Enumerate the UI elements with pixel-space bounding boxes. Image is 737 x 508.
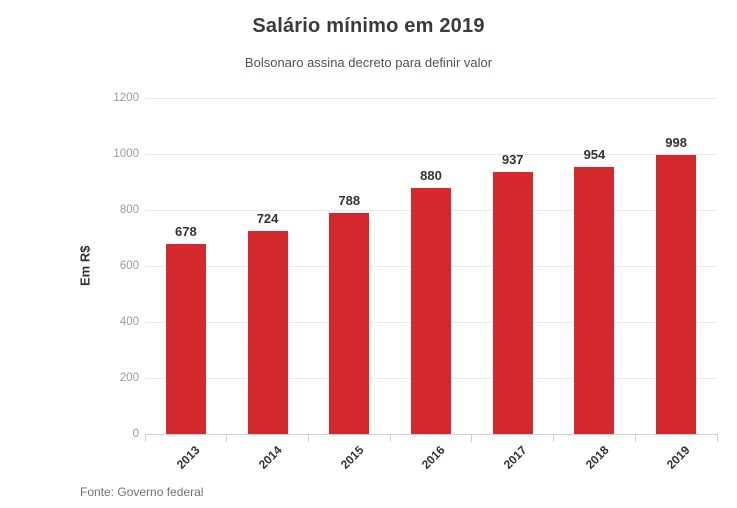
x-axis-category-label: 2016 xyxy=(419,443,448,472)
gridline-1000 xyxy=(145,153,717,155)
bar-2014 xyxy=(247,231,288,434)
bar-value-label: 724 xyxy=(256,211,279,227)
source-note: Fonte: Governo federal xyxy=(80,485,204,499)
y-axis-tick-label: 600 xyxy=(119,259,139,272)
x-axis-tick-mark xyxy=(144,434,146,442)
x-axis-line xyxy=(145,433,717,435)
x-axis-tick-mark xyxy=(553,434,555,442)
bar-value-label: 880 xyxy=(420,167,442,183)
x-axis-tick-mark xyxy=(226,434,228,442)
bar-value-label: 937 xyxy=(501,151,524,167)
y-axis-tick-label: 1000 xyxy=(113,147,139,160)
bar-2016 xyxy=(411,187,451,434)
x-axis-category-label: 2017 xyxy=(500,443,530,472)
x-axis-category-label: 2019 xyxy=(664,443,694,472)
bar-2015 xyxy=(329,213,370,434)
y-axis-tick-label: 0 xyxy=(132,427,139,440)
x-axis-category-label: 2013 xyxy=(173,443,203,472)
x-axis-tick-mark xyxy=(307,434,309,442)
chart-subtitle: Bolsonaro assina decreto para definir va… xyxy=(244,55,493,70)
bar-2019 xyxy=(656,154,697,434)
x-axis-tick-mark xyxy=(471,434,473,442)
bar-value-label: 788 xyxy=(338,193,361,209)
bar-value-label: 954 xyxy=(583,146,606,162)
x-axis-category-label: 2015 xyxy=(337,443,367,472)
x-axis-category-label: 2014 xyxy=(255,443,285,472)
y-axis-tick-label: 400 xyxy=(119,315,139,328)
x-axis-category-label: 2018 xyxy=(582,443,612,472)
x-axis-tick-mark xyxy=(716,434,718,442)
bar-2018 xyxy=(574,166,615,434)
bar-value-label: 998 xyxy=(665,134,687,150)
y-axis-tick-label: 800 xyxy=(119,203,139,216)
x-axis-tick-mark xyxy=(389,434,391,442)
y-axis-tick-label: 1200 xyxy=(113,91,139,104)
bar-2017 xyxy=(492,171,533,434)
y-axis-tick-label: 200 xyxy=(119,371,139,384)
bar-value-label: 678 xyxy=(174,224,197,240)
chart-title: Salário mínimo em 2019 xyxy=(252,15,485,37)
bar-2013 xyxy=(165,244,206,434)
gridline-1200 xyxy=(145,97,717,99)
x-axis-tick-mark xyxy=(634,434,636,442)
